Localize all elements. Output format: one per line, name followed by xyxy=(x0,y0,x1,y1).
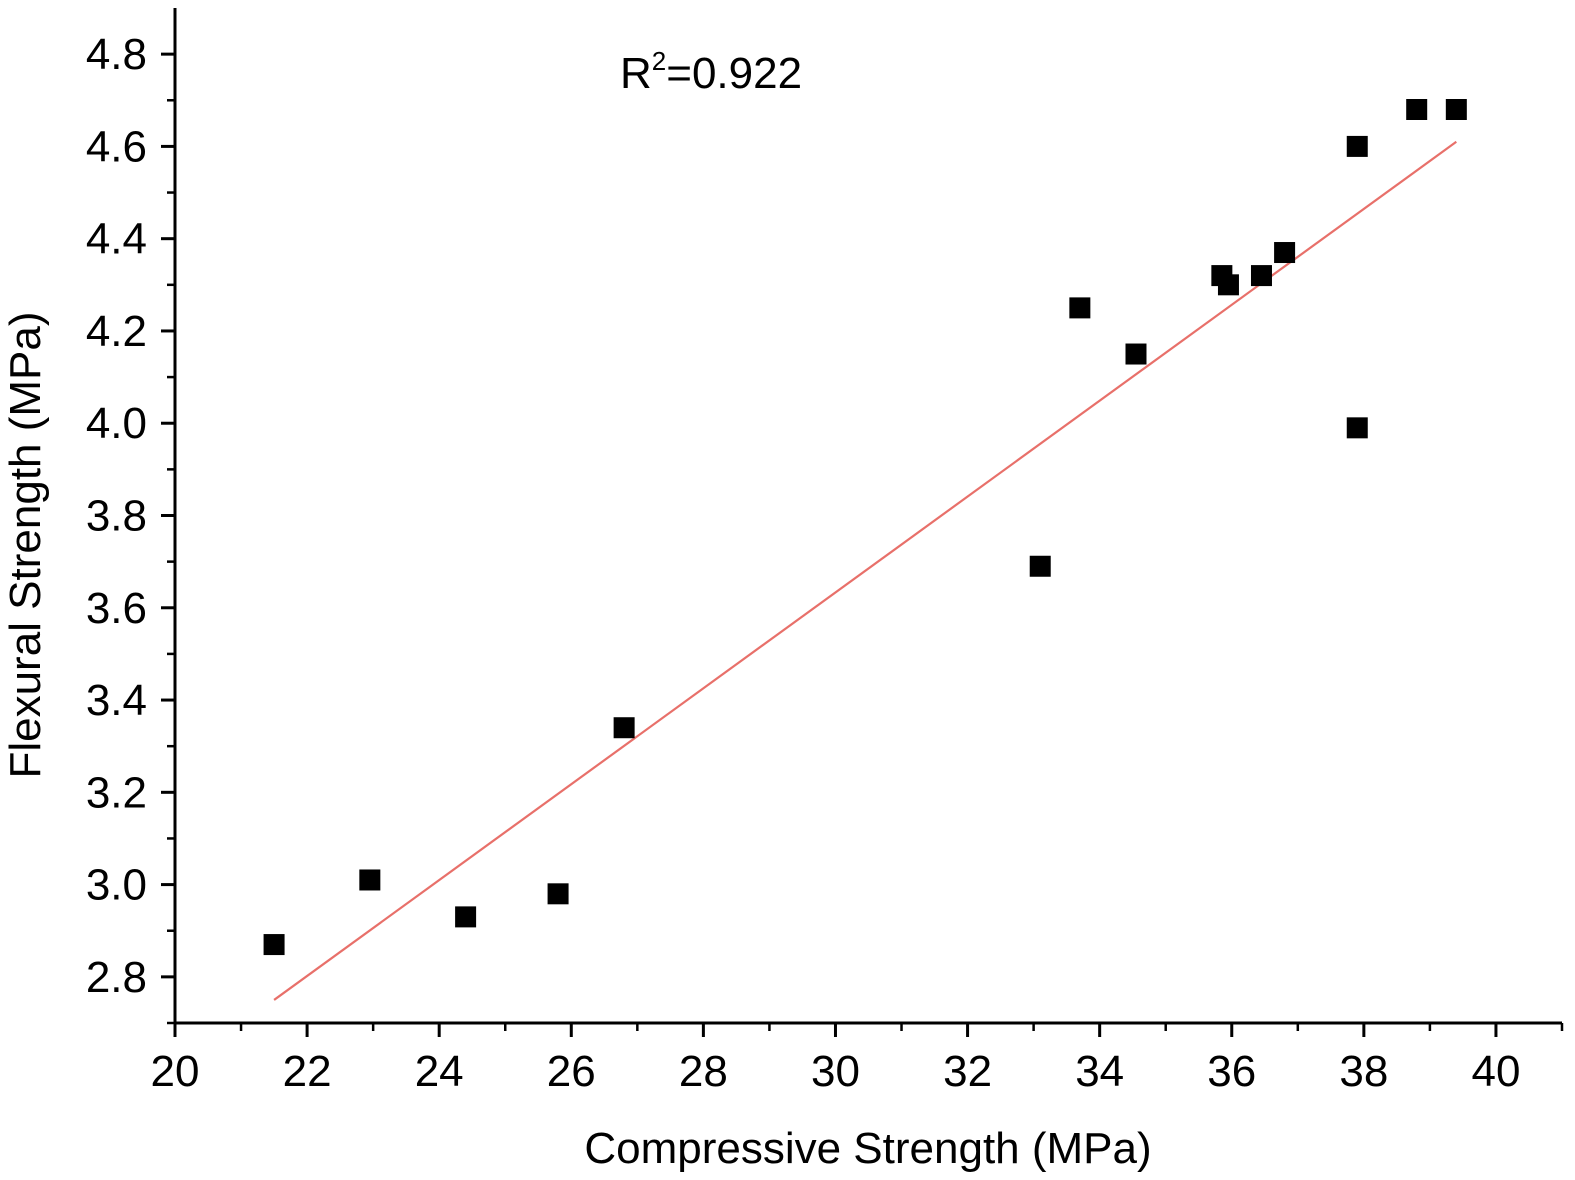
data-point-marker xyxy=(1346,135,1368,157)
y-tick-label: 4.6 xyxy=(86,122,147,171)
annotation-value: =0.922 xyxy=(666,49,802,98)
y-axis-title: Flexural Strength (MPa) xyxy=(1,311,50,778)
y-tick-label: 3.2 xyxy=(86,768,147,817)
annotation-base: R xyxy=(620,49,652,98)
y-tick-label: 2.8 xyxy=(86,953,147,1002)
regression-fit-line xyxy=(273,140,1457,1001)
data-points xyxy=(263,99,1467,956)
r-squared-annotation: R2=0.922 xyxy=(620,46,802,98)
x-tick-label: 38 xyxy=(1339,1047,1388,1096)
data-point-marker xyxy=(1217,274,1239,296)
data-point-marker xyxy=(1069,297,1091,319)
x-tick-label: 36 xyxy=(1207,1047,1256,1096)
data-point-marker xyxy=(1445,99,1467,120)
data-point-marker xyxy=(1274,242,1296,264)
data-point-marker xyxy=(263,934,285,956)
y-tick-label: 3.0 xyxy=(86,861,147,910)
x-tick-label: 24 xyxy=(415,1047,464,1096)
y-tick-label: 4.4 xyxy=(86,215,147,264)
data-point-marker xyxy=(359,869,381,891)
data-point-marker xyxy=(1125,343,1147,365)
x-tick-label: 20 xyxy=(151,1047,200,1096)
x-tick-label: 34 xyxy=(1075,1047,1124,1096)
y-tick-label: 3.4 xyxy=(86,676,147,725)
y-tick-label: 4.8 xyxy=(86,30,147,79)
x-tick-label: 22 xyxy=(283,1047,332,1096)
x-tick-label: 32 xyxy=(943,1047,992,1096)
data-point-marker xyxy=(613,717,635,739)
x-tick-label: 40 xyxy=(1471,1047,1520,1096)
data-point-marker xyxy=(1250,265,1272,287)
data-point-marker xyxy=(455,906,477,928)
y-tick-label: 3.6 xyxy=(86,584,147,633)
ticks: 20 22 24 26 28 30 32 34 36 38 40 2.8 3.0 3.2 3.4 3.6 3.8… xyxy=(86,30,1564,1096)
x-tick-label: 26 xyxy=(547,1047,596,1096)
data-point-marker xyxy=(1029,555,1051,577)
y-tick-label: 3.8 xyxy=(86,492,147,541)
data-point-marker xyxy=(547,883,569,905)
x-tick-label: 30 xyxy=(811,1047,860,1096)
x-axis-title: Compressive Strength (MPa) xyxy=(584,1124,1151,1173)
y-tick-label: 4.2 xyxy=(86,307,147,356)
data-point-marker xyxy=(1346,417,1368,439)
fit-line-group xyxy=(273,140,1457,1001)
data-point-marker xyxy=(1406,99,1428,120)
axes xyxy=(173,8,1562,1025)
y-tick-label: 4.0 xyxy=(86,399,147,448)
x-tick-label: 28 xyxy=(679,1047,728,1096)
annotation-superscript: 2 xyxy=(652,46,666,76)
